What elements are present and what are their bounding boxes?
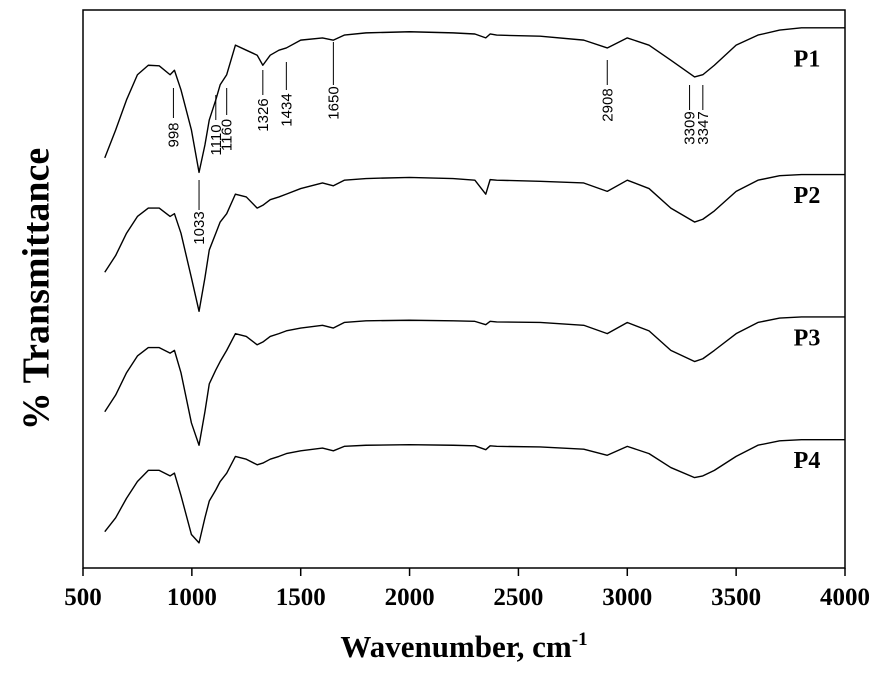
peak-label: 3347: [695, 111, 712, 144]
series-line: [104, 316, 845, 446]
peak-label: 3309: [682, 111, 699, 144]
x-axis-label-sup: -1: [572, 629, 588, 650]
x-tick-label: 500: [64, 584, 102, 611]
peak-label: 1326: [255, 98, 272, 131]
series-line: [104, 173, 845, 313]
x-tick-label: 1000: [167, 584, 217, 611]
y-axis-label: % Transmittance: [16, 148, 58, 431]
x-tick-label: 4000: [820, 584, 870, 611]
x-axis-label: Wavenumber, cm-1: [340, 629, 587, 664]
x-tick-label: 3500: [711, 584, 761, 611]
peak-label: 1434: [278, 93, 295, 126]
peak-label: 1110: [208, 124, 225, 155]
peak-label: 998: [165, 122, 182, 147]
series-label: P1: [794, 46, 821, 72]
series-label: P4: [794, 448, 821, 474]
x-tick-label: 1500: [276, 584, 326, 611]
peak-label: 1033: [191, 211, 208, 244]
x-tick-label: 3000: [602, 584, 652, 611]
series-label: P3: [794, 325, 821, 351]
plot-frame: [82, 9, 846, 569]
x-axis-label-main: Wavenumber, cm: [340, 629, 572, 664]
peak-label: 1160: [219, 119, 236, 151]
x-tick-label: 2000: [385, 584, 435, 611]
series-label: P2: [794, 183, 821, 209]
series-line: [104, 27, 845, 174]
x-tick-label: 2500: [493, 584, 543, 611]
peak-label: 2908: [599, 88, 616, 121]
peak-label: 1650: [325, 86, 342, 119]
series-line: [104, 438, 845, 544]
